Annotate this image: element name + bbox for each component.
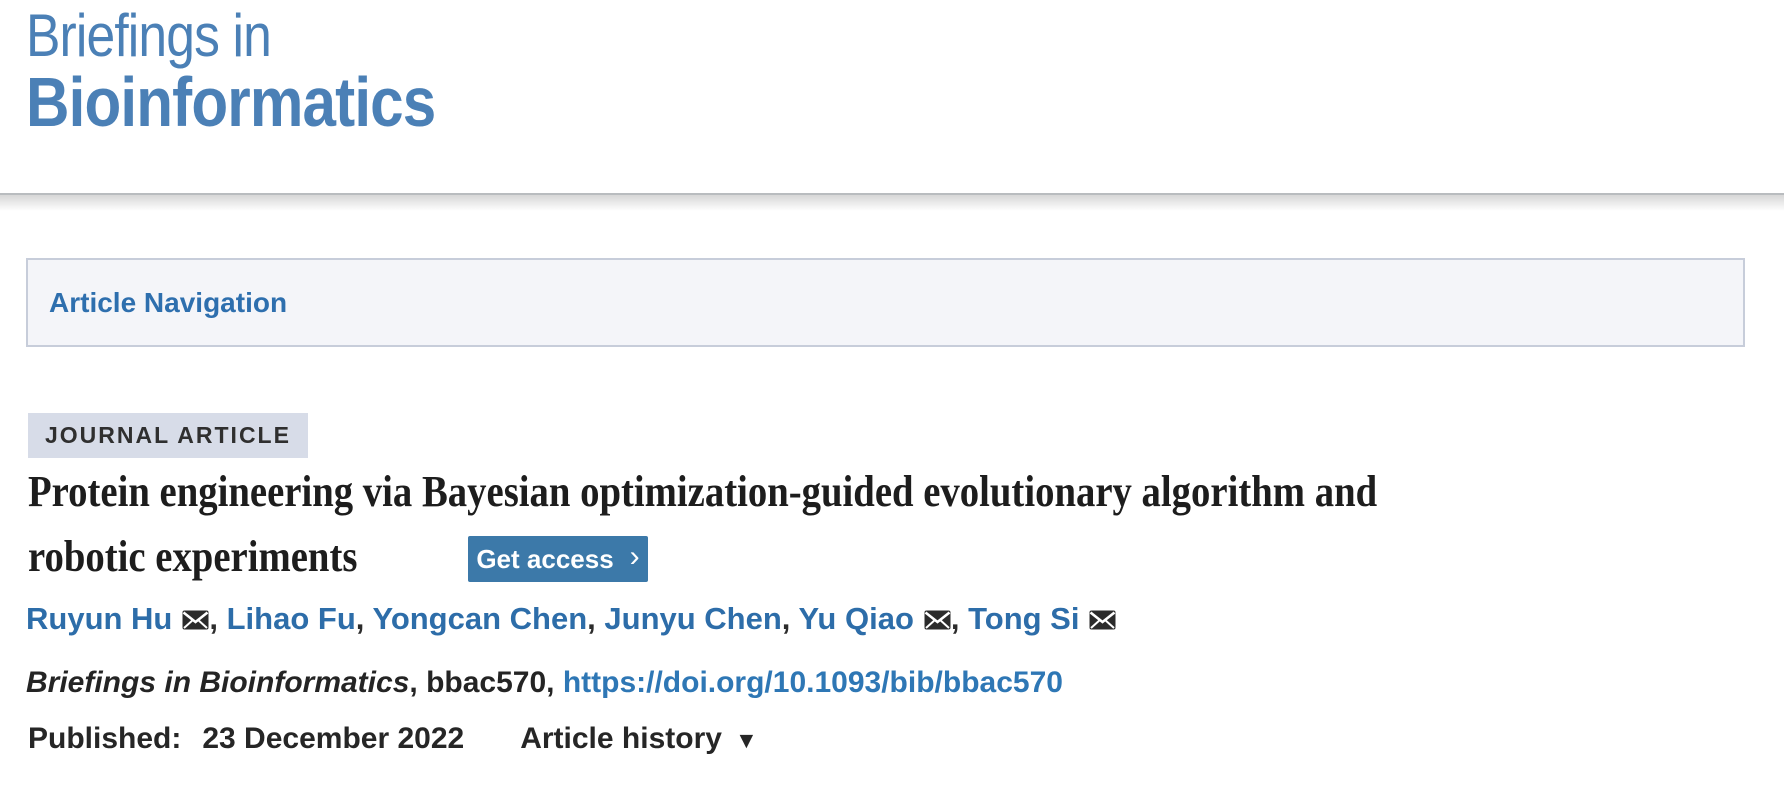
citation-line: Briefings in Bioinformatics, bbac570, ht… xyxy=(26,662,1063,704)
get-access-label: Get access xyxy=(476,543,614,574)
article-title: Protein engineering via Bayesian optimiz… xyxy=(28,459,1561,589)
article-history-toggle[interactable]: Article history ▼ xyxy=(520,722,758,756)
article-history-label: Article history xyxy=(520,722,722,755)
citation-article-id: bbac570 xyxy=(426,666,547,699)
journal-logo[interactable]: Briefings in Bioinformatics xyxy=(26,2,502,141)
header-divider-shadow xyxy=(0,195,1784,211)
journal-article-badge: JOURNAL ARTICLE xyxy=(28,413,308,458)
envelope-icon[interactable] xyxy=(1089,610,1116,630)
article-navigation-bar: Article Navigation xyxy=(26,258,1745,347)
author-link[interactable]: Yongcan Chen xyxy=(372,601,588,636)
doi-link[interactable]: https://doi.org/10.1093/bib/bbac570 xyxy=(562,666,1063,699)
published-line: Published: 23 December 2022 Article hist… xyxy=(28,722,758,756)
article-title-line2: robotic experiments xyxy=(28,532,358,581)
author-separator: , xyxy=(587,601,605,636)
author-separator: , xyxy=(781,601,799,636)
get-access-button[interactable]: Get access › xyxy=(468,536,648,582)
header-divider xyxy=(0,193,1784,195)
citation-journal-name: Briefings in Bioinformatics xyxy=(26,666,410,699)
journal-logo-line1: Briefings in xyxy=(26,2,272,69)
published-label: Published: xyxy=(28,722,182,755)
published-date: 23 December 2022 xyxy=(202,722,465,755)
chevron-right-icon: › xyxy=(629,540,640,573)
author-link[interactable]: Yu Qiao xyxy=(798,601,914,636)
envelope-icon[interactable] xyxy=(182,610,209,630)
author-link[interactable]: Tong Si xyxy=(968,601,1080,636)
author-link[interactable]: Junyu Chen xyxy=(604,601,782,636)
article-title-line1: Protein engineering via Bayesian optimiz… xyxy=(28,467,1378,516)
triangle-down-icon: ▼ xyxy=(734,726,758,753)
authors-line: Ruyun Hu, Lihao Fu, Yongcan Chen, Junyu … xyxy=(26,598,1116,640)
citation-separator2: , xyxy=(546,666,563,699)
author-separator: , xyxy=(950,601,969,636)
article-navigation-label: Article Navigation xyxy=(49,286,288,318)
author-separator: , xyxy=(209,601,227,636)
author-link[interactable]: Lihao Fu xyxy=(226,601,356,636)
author-link[interactable]: Ruyun Hu xyxy=(26,601,173,636)
author-separator: , xyxy=(355,601,373,636)
envelope-icon[interactable] xyxy=(924,610,951,630)
journal-logo-line2: Bioinformatics xyxy=(26,63,436,141)
citation-separator: , xyxy=(409,666,427,699)
